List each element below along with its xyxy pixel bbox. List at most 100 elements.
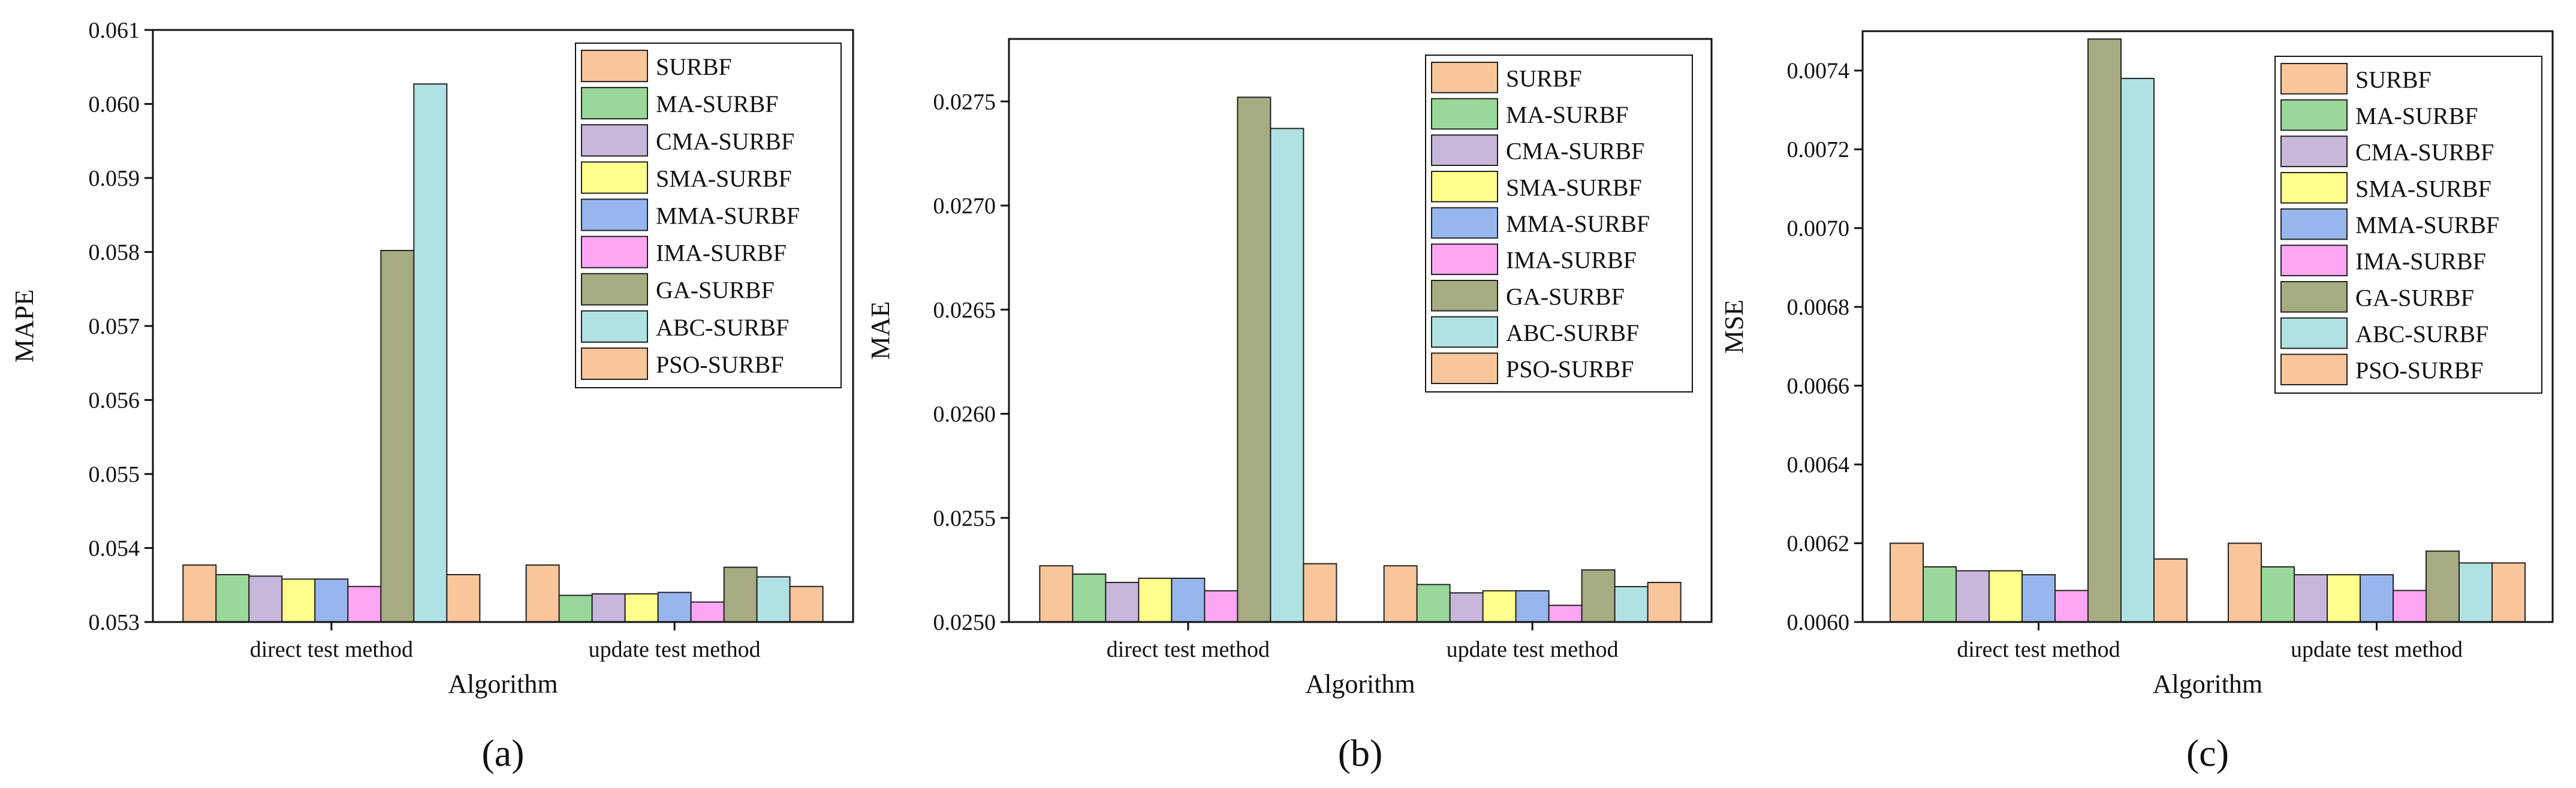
bar-cma-surbf-update (2293, 574, 2328, 623)
legend-label: SURBF (1506, 65, 1582, 92)
legend-label: GA-SURBF (1506, 283, 1625, 310)
bar-cma-surbf-direct (1105, 581, 1140, 623)
bar-pso-surbf-update (2491, 562, 2526, 623)
legend-label: SURBF (2355, 66, 2432, 93)
bar-mma-surbf-update (2359, 574, 2394, 623)
legend-label: ABC-SURBF (1506, 319, 1639, 346)
y-tick-label: 0.0066 (1787, 374, 1850, 399)
bar-ga-surbf-update (723, 566, 758, 623)
y-axis-label: MAE (866, 301, 895, 360)
bar-surbf-direct (1890, 542, 1924, 623)
legend-label: MMA-SURBF (1506, 210, 1650, 237)
plot-frame (1861, 30, 2554, 623)
legend-swatch (2280, 63, 2348, 95)
legend-swatch (581, 124, 648, 157)
bar-surbf-update (2227, 542, 2262, 623)
legend-swatch (2280, 281, 2348, 313)
bar-sma-surbf-direct (281, 578, 316, 623)
bar-surbf-direct (1039, 565, 1074, 623)
legend-label: MMA-SURBF (2355, 212, 2499, 238)
bar-ga-surbf-update (1581, 569, 1616, 623)
bar-abc-surbf-update (1614, 585, 1649, 623)
legend-label: GA-SURBF (656, 277, 775, 304)
bar-abc-surbf-direct (413, 83, 448, 623)
bar-sma-surbf-update (1482, 590, 1517, 623)
bar-pso-surbf-direct (1303, 563, 1337, 623)
y-tick-label: 0.061 (89, 18, 140, 43)
legend-label: SMA-SURBF (2355, 175, 2491, 202)
x-tick-label: update test method (2291, 637, 2463, 662)
bar-pso-surbf-update (1647, 581, 1682, 623)
legend-swatch (1431, 134, 1498, 166)
bar-surbf-update (1383, 565, 1418, 623)
bar-ima-surbf-direct (347, 585, 382, 623)
bar-sma-surbf-update (2326, 574, 2361, 623)
legend-label: IMA-SURBF (2355, 248, 2486, 275)
y-tick-label: 0.056 (89, 388, 140, 413)
legend-swatch (2280, 99, 2348, 131)
legend-swatch (2280, 208, 2348, 240)
y-tick-label: 0.055 (89, 462, 140, 487)
legend-label: SMA-SURBF (656, 165, 792, 192)
legend: SURBF MA-SURBF CMA-SURBF SMA-SURBF MMA-SURBF… (2274, 56, 2542, 394)
y-tick-label: 0.0270 (933, 194, 996, 219)
legend-swatch (2280, 354, 2348, 385)
legend-swatch (581, 310, 648, 343)
x-tick-label: update test method (589, 637, 761, 662)
y-tick-label: 0.0255 (933, 506, 996, 531)
legend-swatch (581, 236, 648, 268)
bar-pso-surbf-direct (446, 573, 481, 623)
legend-swatch (2280, 244, 2348, 277)
legend: SURBF MA-SURBF CMA-SURBF SMA-SURBF MMA-SURBF… (575, 43, 842, 388)
plot-frame (1008, 38, 1713, 623)
bar-sma-surbf-direct (1138, 578, 1173, 623)
legend-label: SURBF (656, 53, 732, 80)
bar-cma-surbf-update (591, 593, 626, 623)
legend-swatch (581, 87, 648, 120)
bar-ma-surbf-update (2260, 566, 2295, 623)
bar-ma-surbf-direct (1923, 566, 1957, 623)
bar-cma-surbf-update (1449, 592, 1484, 623)
bar-ma-surbf-direct (215, 573, 250, 623)
legend-label: CMA-SURBF (1506, 138, 1644, 165)
bar-ga-surbf-direct (1237, 96, 1272, 623)
x-axis-label: Algorithm (448, 669, 558, 699)
y-tick-label: 0.0064 (1787, 452, 1850, 478)
chart-panel-3: direct test method update test method 0.00… (1719, 30, 2554, 774)
panel-label: (b) (1338, 732, 1383, 774)
bar-surbf-update (525, 564, 560, 623)
bar-sma-surbf-update (624, 593, 659, 623)
legend-swatch (581, 198, 648, 231)
legend-swatch (1431, 243, 1498, 276)
legend-swatch (581, 50, 648, 83)
y-tick-label: 0.057 (89, 314, 140, 339)
bar-abc-surbf-update (2458, 562, 2493, 623)
legend-label: IMA-SURBF (656, 240, 787, 267)
chart-panel-2: direct test method update test method 0.02… (866, 38, 1713, 774)
bar-mma-surbf-direct (1171, 578, 1206, 623)
x-axis-label: Algorithm (2153, 669, 2262, 699)
bar-cma-surbf-direct (248, 575, 283, 623)
bar-ima-surbf-update (2392, 590, 2427, 623)
legend-swatch (2280, 172, 2348, 204)
legend-swatch (1431, 316, 1498, 348)
bar-surbf-direct (182, 564, 217, 623)
y-tick-label: 0.0072 (1787, 137, 1850, 162)
bar-abc-surbf-direct (1270, 128, 1304, 623)
bar-mma-surbf-update (657, 591, 692, 623)
bar-cma-surbf-direct (1956, 570, 1990, 623)
y-tick-label: 0.059 (89, 166, 140, 191)
bar-ma-surbf-update (558, 594, 593, 623)
legend-swatch (1431, 280, 1498, 312)
legend-label: PSO-SURBF (1506, 356, 1634, 383)
bar-pso-surbf-direct (2153, 558, 2188, 623)
chart-panel-1: direct test method update test method 0.05… (10, 18, 854, 774)
legend-swatch (581, 273, 648, 306)
legend-label: MA-SURBF (1506, 101, 1629, 128)
x-tick-label: direct test method (250, 637, 413, 662)
y-tick-label: 0.0250 (933, 610, 996, 635)
bar-ma-surbf-direct (1072, 573, 1107, 623)
bar-abc-surbf-direct (2120, 77, 2155, 623)
bar-ga-surbf-update (2425, 550, 2460, 623)
